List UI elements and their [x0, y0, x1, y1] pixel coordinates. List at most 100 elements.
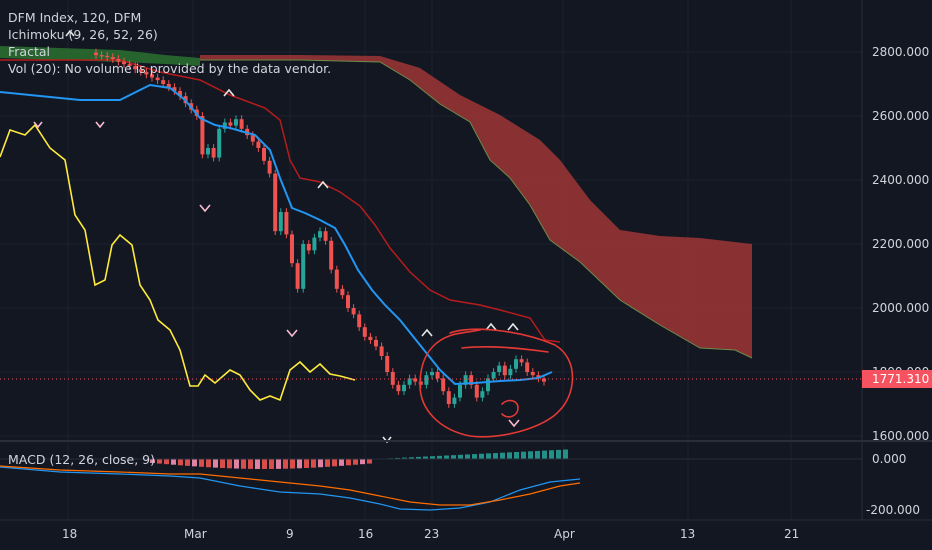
candle-body	[211, 148, 216, 158]
candle-body	[99, 55, 104, 57]
candle-body	[239, 119, 244, 129]
candle-body	[368, 336, 373, 340]
fractal-down-marker	[33, 121, 43, 129]
macd-histogram-bar	[185, 459, 190, 466]
candle-body	[446, 391, 451, 404]
macd-histogram-bar	[206, 459, 211, 468]
price-tick: 2400.000	[872, 173, 929, 187]
macd-histogram-bar	[465, 454, 470, 459]
indicator-ichimoku-label[interactable]: Ichimoku (9, 26, 52, 26)	[8, 27, 158, 42]
candle-body	[362, 327, 367, 337]
macd-histogram-bar	[241, 459, 246, 469]
candle-body	[474, 384, 479, 398]
time-tick: 9	[286, 527, 294, 541]
candle-body	[458, 384, 462, 398]
macd-histogram-bar	[535, 450, 540, 459]
indicator-macd-label[interactable]: MACD (12, 26, close, 9)	[8, 452, 155, 467]
candle-body	[228, 122, 233, 126]
macd-histogram-bar	[563, 449, 568, 459]
macd-histogram-bar	[395, 457, 400, 459]
candle-body	[435, 372, 440, 379]
indicator-volume-label[interactable]: Vol (20): No volume is provided by the d…	[8, 61, 332, 76]
fractal-down-marker	[508, 419, 520, 428]
candle-body	[150, 74, 154, 78]
candle-body	[334, 269, 339, 289]
price-tick: 2600.000	[872, 109, 929, 123]
candle-body	[463, 375, 468, 385]
fractal-down-marker	[95, 121, 105, 129]
macd-histogram-bar	[339, 459, 344, 466]
candle-body	[374, 340, 378, 347]
ichimoku-base-line	[0, 59, 561, 343]
candle-body	[514, 359, 518, 369]
macd-line	[0, 466, 581, 511]
macd-histogram-bar	[227, 459, 232, 469]
candle-body	[166, 84, 171, 88]
candle-body	[250, 135, 255, 142]
chart-legend: DFM Index, 120, DFM Ichimoku (9, 26, 52,…	[8, 9, 331, 77]
candle-body	[222, 122, 227, 129]
macd-histogram-bar	[451, 455, 456, 459]
candle-body	[284, 212, 289, 235]
macd-tick: -200.000	[866, 503, 920, 517]
candle-body	[441, 378, 446, 392]
candle-body	[430, 372, 434, 376]
macd-histogram-bar	[542, 450, 547, 459]
macd-histogram-bar	[269, 459, 274, 469]
fractal-up-marker	[485, 322, 497, 331]
candle-body	[262, 148, 266, 161]
candle-body	[519, 359, 524, 363]
candle-body	[161, 80, 166, 84]
candle-body	[385, 356, 390, 372]
candle-body	[525, 362, 530, 372]
indicator-fractal-label[interactable]: Fractal	[8, 44, 50, 59]
macd-histogram-bar	[493, 453, 498, 459]
price-tick: 1600.000	[872, 429, 929, 443]
macd-histogram-bar	[346, 459, 351, 466]
candle-body	[110, 57, 115, 60]
macd-histogram-bar	[213, 459, 218, 468]
macd-histogram-bar	[430, 456, 435, 459]
ichimoku-cloud-edge	[200, 59, 753, 359]
macd-signal-line	[0, 465, 581, 506]
time-tick: Apr	[554, 527, 575, 541]
macd-histogram-bar	[164, 459, 169, 465]
fractal-down-marker	[286, 329, 298, 338]
fractal-up-marker	[65, 29, 75, 37]
price-axis: 2800.000 2600.000 2400.000 2200.000 2000…	[872, 45, 929, 443]
macd-histogram-bar	[325, 459, 330, 467]
time-tick: 18	[62, 527, 77, 541]
candle-body	[94, 52, 98, 56]
macd-histogram-bar	[500, 452, 505, 459]
candle-body	[217, 128, 222, 158]
time-tick: Mar	[184, 527, 207, 541]
fractal-down-marker	[199, 204, 211, 213]
macd-histogram-bar	[472, 454, 477, 459]
macd-histogram-bar	[353, 459, 358, 465]
candle-body	[200, 116, 205, 155]
time-tick: 13	[680, 527, 695, 541]
time-tick: 16	[358, 527, 373, 541]
price-tick: 2800.000	[872, 45, 929, 59]
candle-body	[379, 346, 384, 356]
time-tick: 21	[784, 527, 799, 541]
macd-histogram-bar	[416, 456, 421, 459]
price-tick: 2200.000	[872, 237, 929, 251]
candle-body	[491, 372, 496, 379]
macd-histogram	[150, 449, 568, 469]
macd-histogram-bar	[297, 459, 302, 469]
macd-histogram-bar	[479, 453, 484, 459]
candle-body	[116, 59, 121, 62]
candle-body	[469, 375, 474, 385]
candle-body	[256, 141, 261, 148]
fractal-up-marker	[317, 180, 329, 189]
candle-body	[530, 372, 535, 376]
candle-body	[172, 87, 177, 92]
candlesticks	[94, 48, 546, 408]
macd-histogram-bar	[528, 451, 533, 459]
candle-body	[278, 212, 283, 232]
price-tick: 2000.000	[872, 301, 929, 315]
symbol-title[interactable]: DFM Index, 120, DFM	[8, 10, 142, 25]
fractal-up-marker	[421, 328, 433, 337]
